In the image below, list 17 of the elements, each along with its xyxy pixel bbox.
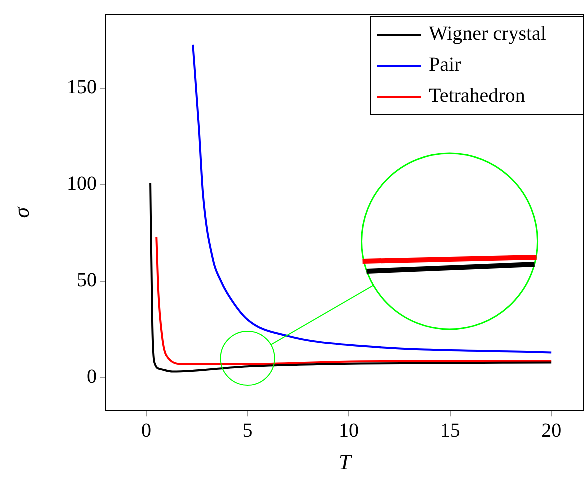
x-tick-label: 15 xyxy=(440,420,460,442)
y-tick-label: 0 xyxy=(87,366,97,388)
legend-label: Tetrahedron xyxy=(429,85,526,108)
x-tick-label: 10 xyxy=(339,420,360,442)
y-tick-label: 100 xyxy=(67,173,97,196)
x-tick-label: 0 xyxy=(142,420,152,442)
legend-label: Wigner crystal xyxy=(429,23,548,46)
legend-label: Pair xyxy=(429,54,462,77)
y-tick-label: 50 xyxy=(77,270,97,292)
y-axis-title: σ xyxy=(8,206,34,218)
y-tick-label: 150 xyxy=(67,76,97,99)
x-axis-title: T xyxy=(338,450,353,475)
line-series xyxy=(192,44,553,354)
line-series xyxy=(150,182,553,373)
x-tick-label: 5 xyxy=(242,420,253,442)
line-series xyxy=(156,236,553,366)
x-tick-label: 20 xyxy=(542,420,562,442)
